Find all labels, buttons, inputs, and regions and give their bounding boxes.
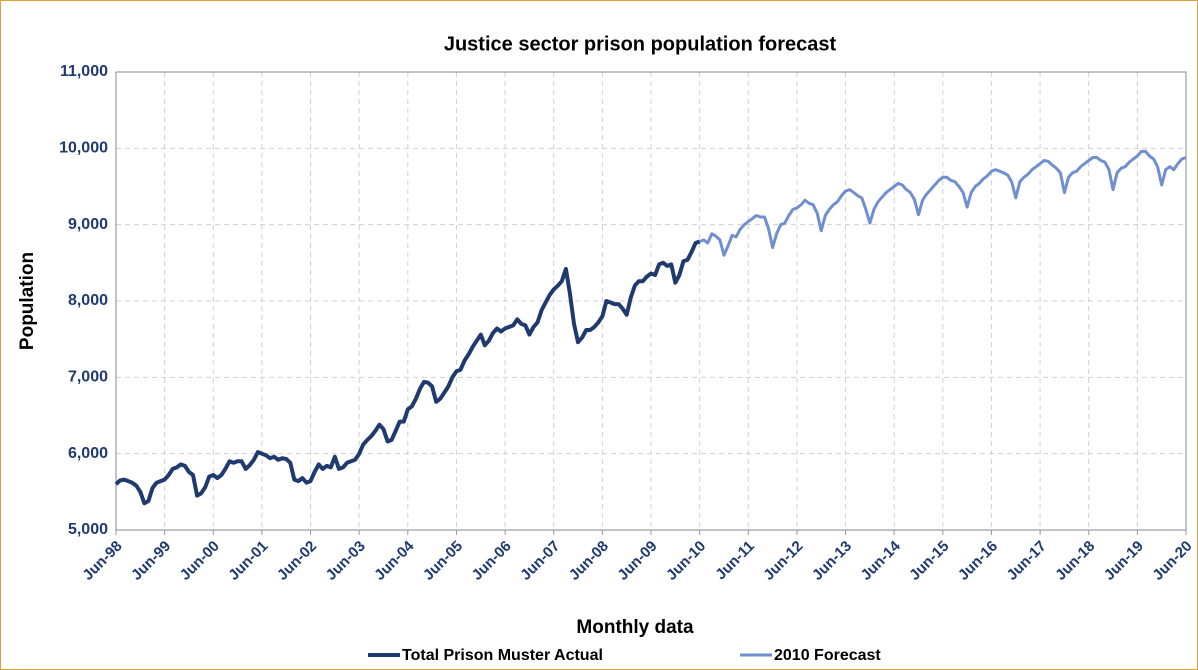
y-tick-label: 10,000	[59, 140, 108, 157]
legend-label: 2010 Forecast	[774, 647, 881, 664]
y-tick-label: 7,000	[68, 369, 108, 386]
chart-title: Justice sector prison population forecas…	[444, 33, 837, 55]
x-axis-title: Monthly data	[576, 617, 694, 638]
series-line	[114, 239, 701, 506]
plot-area	[115, 71, 1187, 531]
y-axis-title: Population	[17, 252, 38, 350]
y-tick-label: 6,000	[68, 445, 108, 462]
series-line	[699, 149, 1187, 257]
y-tick-label: 5,000	[68, 521, 108, 538]
y-tick-label: 11,000	[60, 63, 108, 80]
legend-label: Total Prison Muster Actual	[402, 647, 603, 664]
y-tick-label: 8,000	[68, 292, 108, 309]
y-tick-label: 9,000	[68, 216, 108, 233]
